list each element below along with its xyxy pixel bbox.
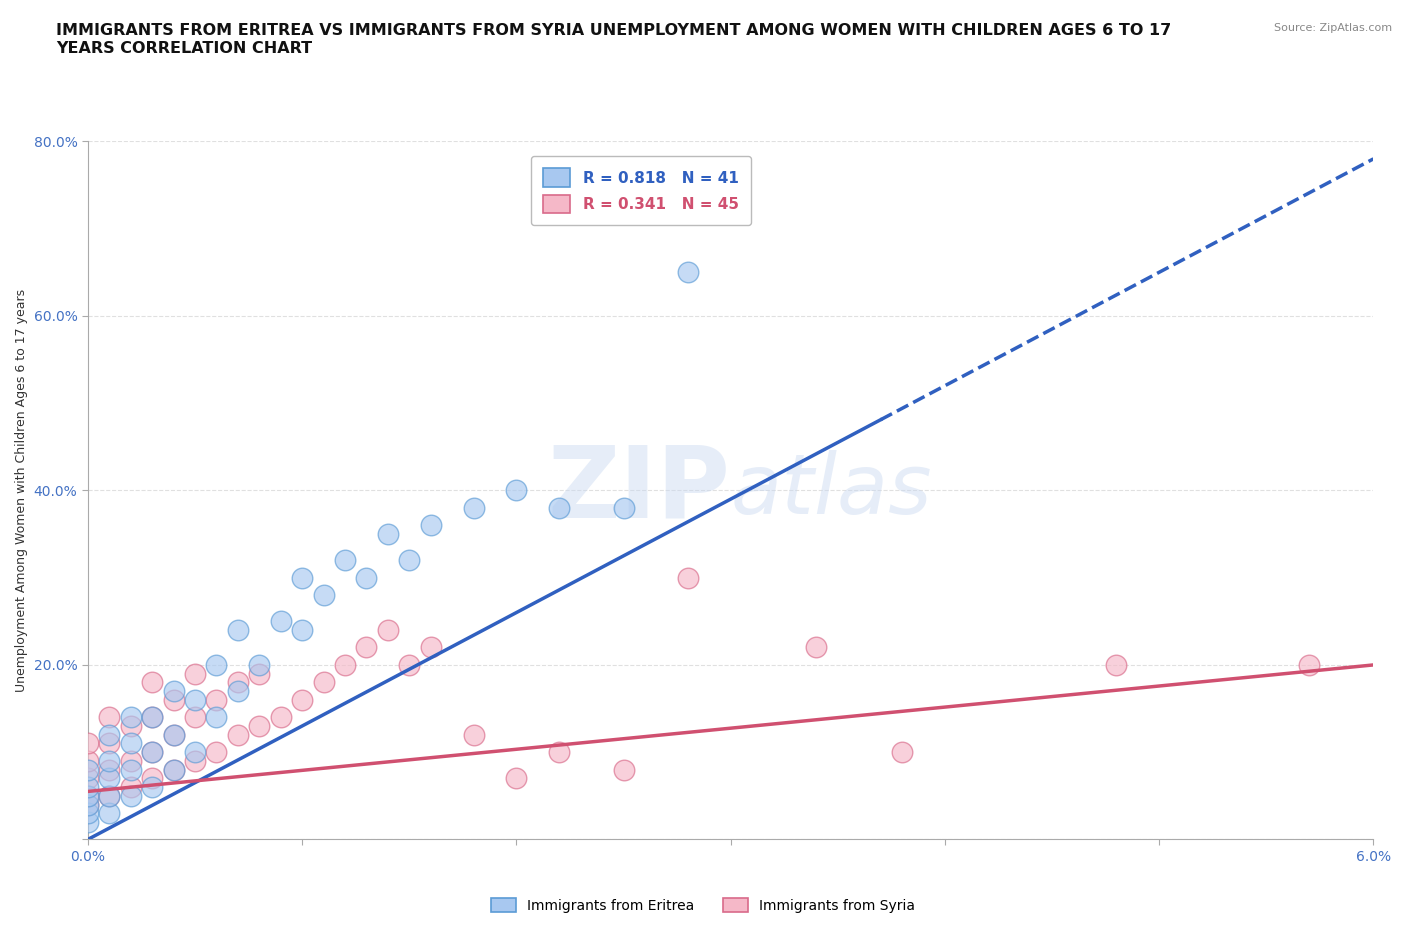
Point	[98, 789, 121, 804]
Point	[162, 763, 184, 777]
Point	[291, 570, 314, 585]
Point	[184, 666, 207, 681]
Point	[226, 684, 249, 698]
Point	[120, 753, 142, 768]
Text: IMMIGRANTS FROM ERITREA VS IMMIGRANTS FROM SYRIA UNEMPLOYMENT AMONG WOMEN WITH C: IMMIGRANTS FROM ERITREA VS IMMIGRANTS FR…	[56, 23, 1171, 56]
Point	[612, 763, 634, 777]
Point	[291, 693, 314, 708]
Point	[98, 727, 121, 742]
Point	[76, 815, 98, 830]
Point	[162, 727, 184, 742]
Point	[205, 745, 228, 760]
Point	[162, 727, 184, 742]
Point	[548, 745, 571, 760]
Point	[98, 710, 121, 724]
Point	[505, 771, 527, 786]
Point	[1105, 658, 1128, 672]
Point	[162, 684, 184, 698]
Point	[120, 789, 142, 804]
Point	[247, 666, 270, 681]
Point	[162, 693, 184, 708]
Point	[419, 518, 441, 533]
Point	[398, 552, 420, 567]
Point	[377, 622, 399, 637]
Y-axis label: Unemployment Among Women with Children Ages 6 to 17 years: Unemployment Among Women with Children A…	[15, 289, 28, 692]
Point	[120, 763, 142, 777]
Point	[505, 483, 527, 498]
Point	[184, 745, 207, 760]
Point	[463, 500, 485, 515]
Point	[76, 797, 98, 812]
Point	[1298, 658, 1320, 672]
Point	[676, 570, 699, 585]
Point	[141, 710, 163, 724]
Point	[676, 265, 699, 280]
Point	[377, 526, 399, 541]
Point	[76, 736, 98, 751]
Point	[548, 500, 571, 515]
Point	[270, 614, 292, 629]
Point	[76, 771, 98, 786]
Point	[891, 745, 914, 760]
Point	[98, 763, 121, 777]
Point	[184, 753, 207, 768]
Point	[76, 779, 98, 794]
Point	[205, 710, 228, 724]
Point	[312, 588, 335, 603]
Point	[312, 675, 335, 690]
Point	[247, 658, 270, 672]
Point	[120, 719, 142, 734]
Text: Source: ZipAtlas.com: Source: ZipAtlas.com	[1274, 23, 1392, 33]
Point	[398, 658, 420, 672]
Point	[247, 719, 270, 734]
Point	[76, 789, 98, 804]
Point	[76, 797, 98, 812]
Point	[98, 736, 121, 751]
Point	[419, 640, 441, 655]
Point	[463, 727, 485, 742]
Point	[612, 500, 634, 515]
Text: atlas: atlas	[731, 450, 932, 531]
Point	[76, 763, 98, 777]
Point	[141, 779, 163, 794]
Point	[141, 771, 163, 786]
Point	[226, 675, 249, 690]
Point	[120, 779, 142, 794]
Point	[120, 736, 142, 751]
Point	[226, 622, 249, 637]
Text: ZIP: ZIP	[548, 442, 731, 538]
Point	[98, 771, 121, 786]
Point	[333, 552, 356, 567]
Point	[162, 763, 184, 777]
Point	[205, 658, 228, 672]
Point	[226, 727, 249, 742]
Legend: Immigrants from Eritrea, Immigrants from Syria: Immigrants from Eritrea, Immigrants from…	[486, 893, 920, 919]
Point	[356, 570, 378, 585]
Point	[98, 789, 121, 804]
Point	[76, 753, 98, 768]
Point	[141, 675, 163, 690]
Point	[184, 693, 207, 708]
Point	[333, 658, 356, 672]
Point	[184, 710, 207, 724]
Point	[76, 805, 98, 820]
Point	[76, 789, 98, 804]
Point	[291, 622, 314, 637]
Legend: R = 0.818   N = 41, R = 0.341   N = 45: R = 0.818 N = 41, R = 0.341 N = 45	[530, 156, 751, 225]
Point	[356, 640, 378, 655]
Point	[98, 753, 121, 768]
Point	[141, 710, 163, 724]
Point	[270, 710, 292, 724]
Point	[141, 745, 163, 760]
Point	[806, 640, 828, 655]
Point	[141, 745, 163, 760]
Point	[205, 693, 228, 708]
Point	[120, 710, 142, 724]
Point	[98, 805, 121, 820]
